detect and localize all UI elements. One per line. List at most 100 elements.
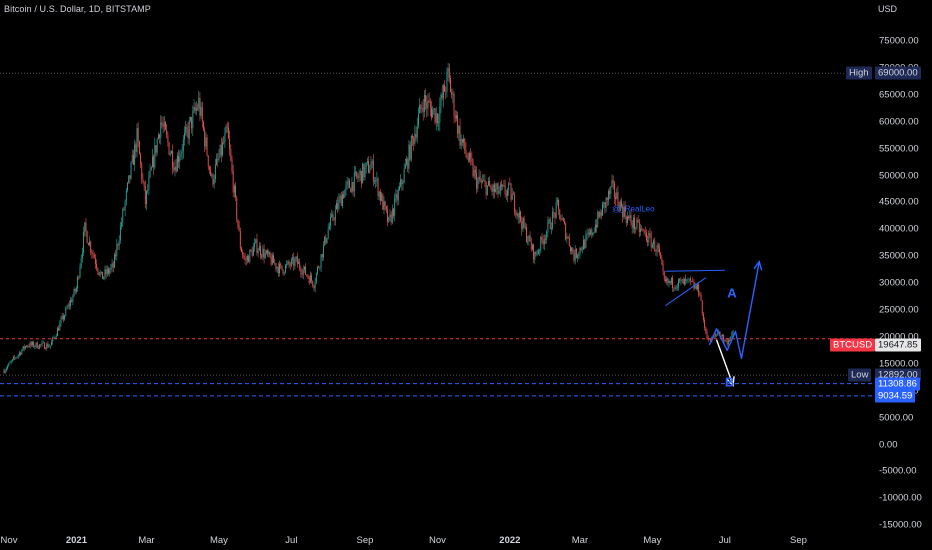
candle-body <box>474 170 476 173</box>
candle-body <box>445 91 447 93</box>
candle-body <box>94 258 96 264</box>
candle-body <box>110 267 112 271</box>
candle-body <box>45 348 47 350</box>
candle-body <box>15 357 17 359</box>
candle-body <box>461 138 463 143</box>
candle-body <box>51 341 52 346</box>
candle-body <box>602 204 603 216</box>
candle-body <box>48 346 50 348</box>
candle-body <box>64 315 66 320</box>
candle-body <box>112 263 114 268</box>
candle-body <box>610 186 612 195</box>
candle-body <box>313 285 315 289</box>
candle-body <box>370 163 372 170</box>
candle-body <box>686 279 688 281</box>
candle-body <box>100 271 102 273</box>
drawings-layer <box>665 259 763 387</box>
candle-body <box>169 153 171 155</box>
candle-body <box>507 189 508 196</box>
candle-body <box>8 363 10 367</box>
candle-body <box>119 226 121 241</box>
candle-body <box>578 254 580 256</box>
high-label-tag: High <box>846 66 872 80</box>
candle-body <box>562 218 564 221</box>
candle-body <box>159 134 161 139</box>
candle-body <box>117 244 119 246</box>
candle-body <box>390 214 392 223</box>
candle-body <box>144 186 146 204</box>
candle-body <box>199 98 201 116</box>
candle-body <box>523 217 525 228</box>
candle-body <box>479 176 481 182</box>
candle-body <box>10 361 12 363</box>
candle-body <box>135 144 137 153</box>
candle-body <box>708 339 710 341</box>
candle-body <box>606 198 608 201</box>
candle-body <box>62 315 64 320</box>
candle-body <box>79 266 81 278</box>
candle-body <box>132 154 134 165</box>
candle-body <box>138 141 140 155</box>
candle-body <box>717 333 719 335</box>
candle-body <box>90 241 92 252</box>
candle-body <box>9 362 11 364</box>
candle-body <box>264 253 266 259</box>
candle-body <box>448 68 450 78</box>
candle-body <box>548 219 550 222</box>
candle-body <box>400 179 402 187</box>
candle-body <box>13 357 14 360</box>
candle-body <box>383 201 385 210</box>
candle-body <box>396 194 398 201</box>
candle-body <box>729 340 731 341</box>
candle-body <box>148 177 150 190</box>
target-1-tag: 11308.86 <box>875 377 920 391</box>
symbol-tag[interactable]: BTCUSD <box>830 338 876 352</box>
candle-body <box>618 205 620 212</box>
candle-body <box>428 100 430 103</box>
candle-body <box>265 250 267 254</box>
candle-body <box>540 236 542 251</box>
candle-body <box>75 288 77 292</box>
candle-body <box>214 164 216 180</box>
symbol-title[interactable]: Bitcoin / U.S. Dollar, 1D, BITSTAMP <box>4 4 151 14</box>
candle-body <box>410 135 412 160</box>
candle-body <box>314 282 316 289</box>
candle-body <box>478 176 480 180</box>
candle-body <box>486 185 488 195</box>
candle-body <box>401 179 403 185</box>
candle-body <box>625 216 627 223</box>
candle-body <box>276 266 278 269</box>
candle-body <box>151 156 153 168</box>
candle-body <box>245 260 247 261</box>
candle-body <box>149 169 151 178</box>
candle-body <box>726 340 728 345</box>
candle-body <box>404 164 406 169</box>
candle-body <box>687 279 689 280</box>
candle-body <box>732 331 734 333</box>
x-tick-label: Nov <box>428 535 446 546</box>
candle-body <box>467 158 469 161</box>
candle-body <box>334 209 336 221</box>
candle-body <box>450 77 451 93</box>
candle-body <box>594 224 596 232</box>
candle-body <box>223 142 225 144</box>
candle-body <box>14 357 16 358</box>
candle-body <box>385 206 387 211</box>
candle-body <box>98 272 100 275</box>
candle-body <box>161 122 163 126</box>
candle-body <box>300 268 302 274</box>
candle-body <box>379 191 381 201</box>
candle-body <box>642 229 644 231</box>
candle-body <box>517 213 519 218</box>
candle-body <box>381 194 383 201</box>
candle-body <box>345 184 347 190</box>
candle-body <box>699 294 701 296</box>
candle-body <box>83 231 85 253</box>
candles-layer <box>3 63 734 374</box>
candle-body <box>485 182 487 195</box>
candle-body <box>103 276 105 279</box>
candle-body <box>4 370 6 373</box>
candle-body <box>172 151 174 168</box>
candle-body <box>432 110 434 118</box>
